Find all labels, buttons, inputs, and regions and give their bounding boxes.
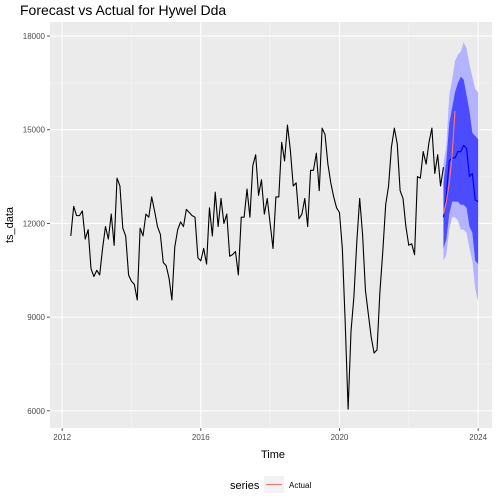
y-axis-title: ts_data — [4, 206, 16, 243]
legend-title: series — [230, 480, 260, 492]
y-tick-label: 6000 — [27, 407, 45, 416]
series-lines — [70, 110, 479, 410]
x-tick-label: 2020 — [331, 433, 349, 442]
x-tick-label: 2016 — [192, 433, 210, 442]
legend: series Actual — [230, 476, 311, 493]
x-axis-title: Time — [261, 449, 285, 461]
forecast-mean-line — [442, 144, 479, 218]
forecast-bands — [443, 42, 479, 302]
plot-panel — [50, 22, 492, 428]
legend-label-actual: Actual — [289, 481, 311, 490]
x-axis: 2012 2016 2020 2024 — [53, 428, 488, 442]
x-tick-label: 2024 — [469, 433, 487, 442]
y-tick-label: 18000 — [23, 32, 46, 41]
x-tick-label: 2012 — [53, 433, 71, 442]
y-tick-label: 9000 — [27, 313, 45, 322]
actual-line — [442, 110, 456, 215]
y-tick-label: 12000 — [23, 219, 46, 228]
chart-title: Forecast vs Actual for Hywel Dda — [20, 2, 226, 18]
y-axis: 6000 9000 12000 15000 18000 — [23, 32, 50, 416]
grid-major — [50, 22, 492, 428]
history-line — [70, 124, 444, 410]
forecast-80-band — [443, 76, 479, 265]
y-tick-label: 15000 — [23, 126, 46, 135]
